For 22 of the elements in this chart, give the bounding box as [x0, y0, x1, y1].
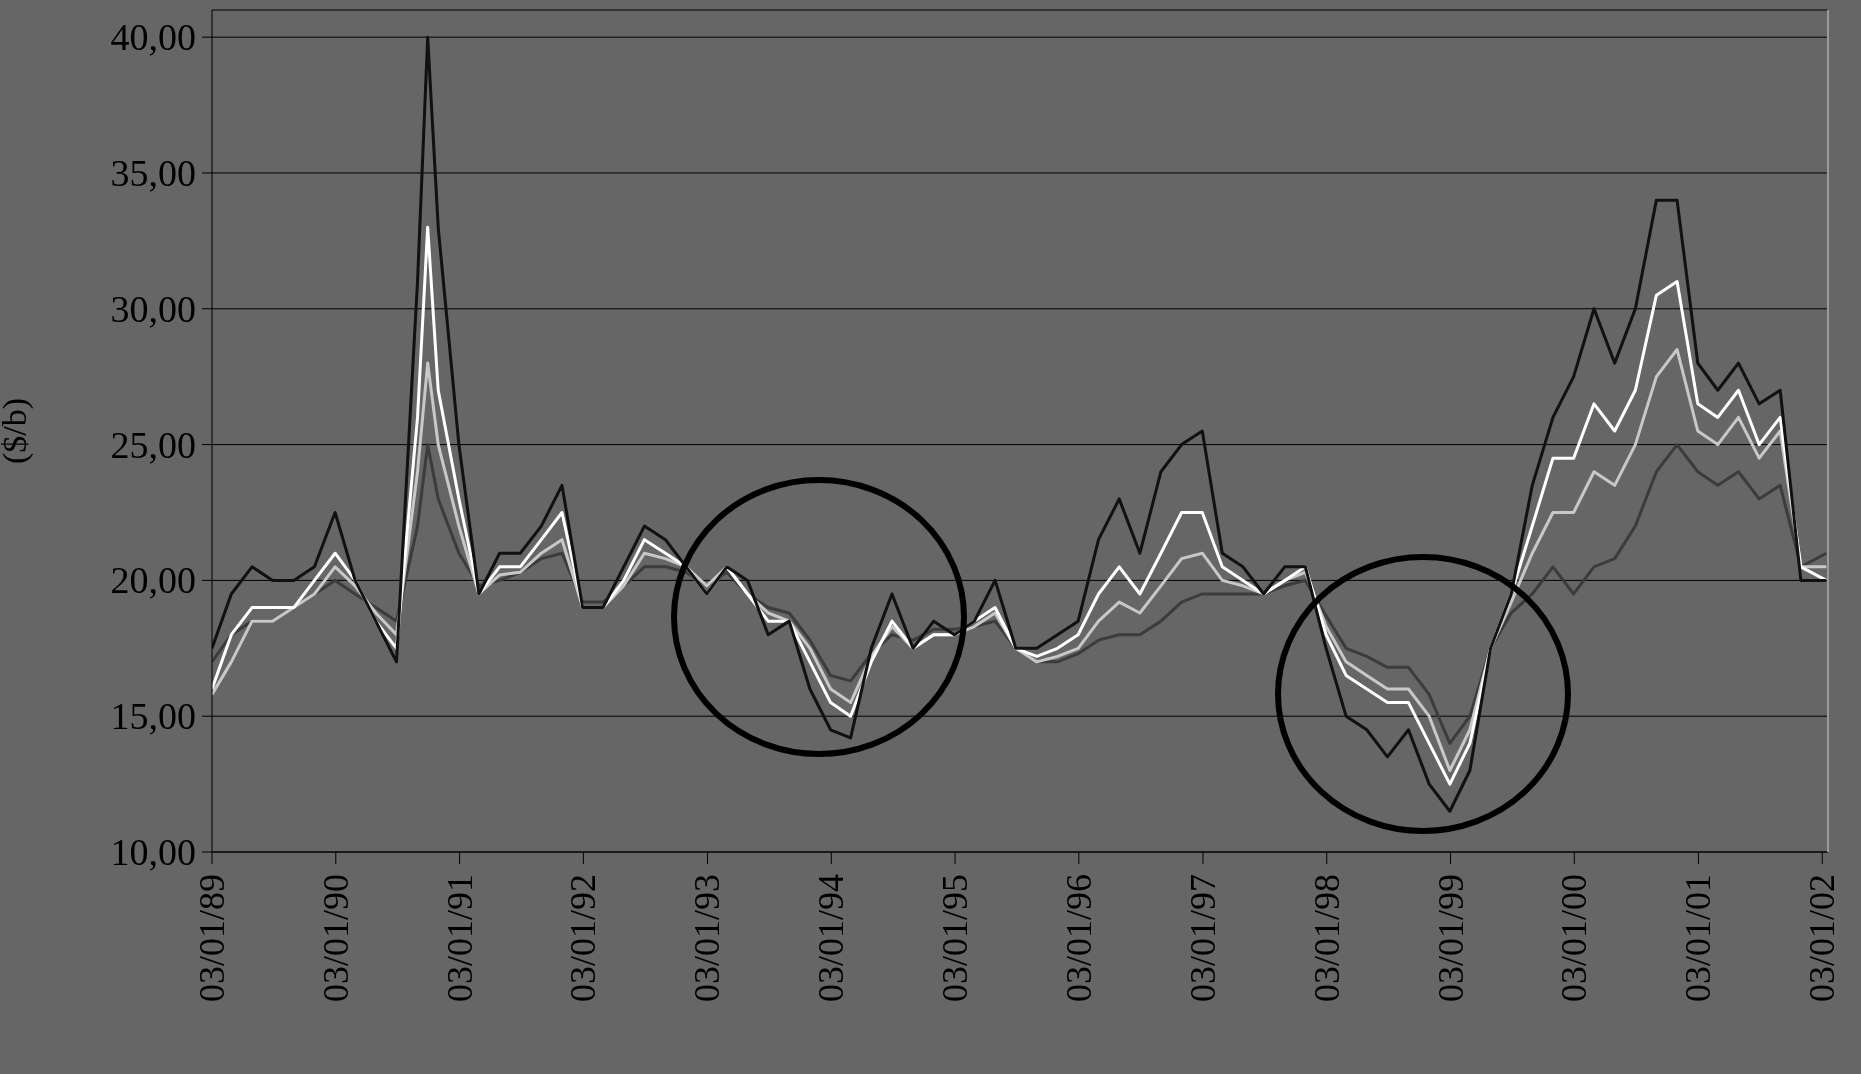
y-tick-label: 25,00 — [110, 423, 196, 466]
x-tick-label: 03/01/93 — [687, 874, 728, 1003]
x-tick-label: 03/01/98 — [1306, 874, 1347, 1003]
y-tick-label: 10,00 — [110, 831, 196, 873]
y-tick-label: 35,00 — [110, 151, 196, 194]
x-tick-label: 03/01/91 — [439, 874, 480, 1003]
x-tick-label: 03/01/99 — [1430, 874, 1471, 1003]
x-tick-label: 03/01/01 — [1678, 874, 1719, 1003]
x-tick-label: 03/01/94 — [811, 874, 852, 1003]
x-tick-label: 03/01/00 — [1554, 874, 1595, 1003]
y-tick-label: 20,00 — [110, 559, 196, 602]
x-tick-label: 03/01/96 — [1058, 874, 1099, 1003]
x-tick-label: 03/01/92 — [563, 874, 604, 1003]
x-tick-label: 03/01/97 — [1182, 874, 1223, 1003]
x-tick-label: 03/01/02 — [1802, 874, 1843, 1003]
y-axis-title: ($/b) — [0, 397, 35, 465]
y-tick-label: 40,00 — [110, 16, 196, 59]
x-tick-label: 03/01/89 — [192, 874, 232, 1003]
y-tick-label: 15,00 — [110, 695, 196, 738]
y-tick-label: 30,00 — [110, 287, 196, 330]
x-tick-label: 03/01/95 — [935, 874, 976, 1003]
x-tick-label: 03/01/90 — [315, 874, 356, 1003]
